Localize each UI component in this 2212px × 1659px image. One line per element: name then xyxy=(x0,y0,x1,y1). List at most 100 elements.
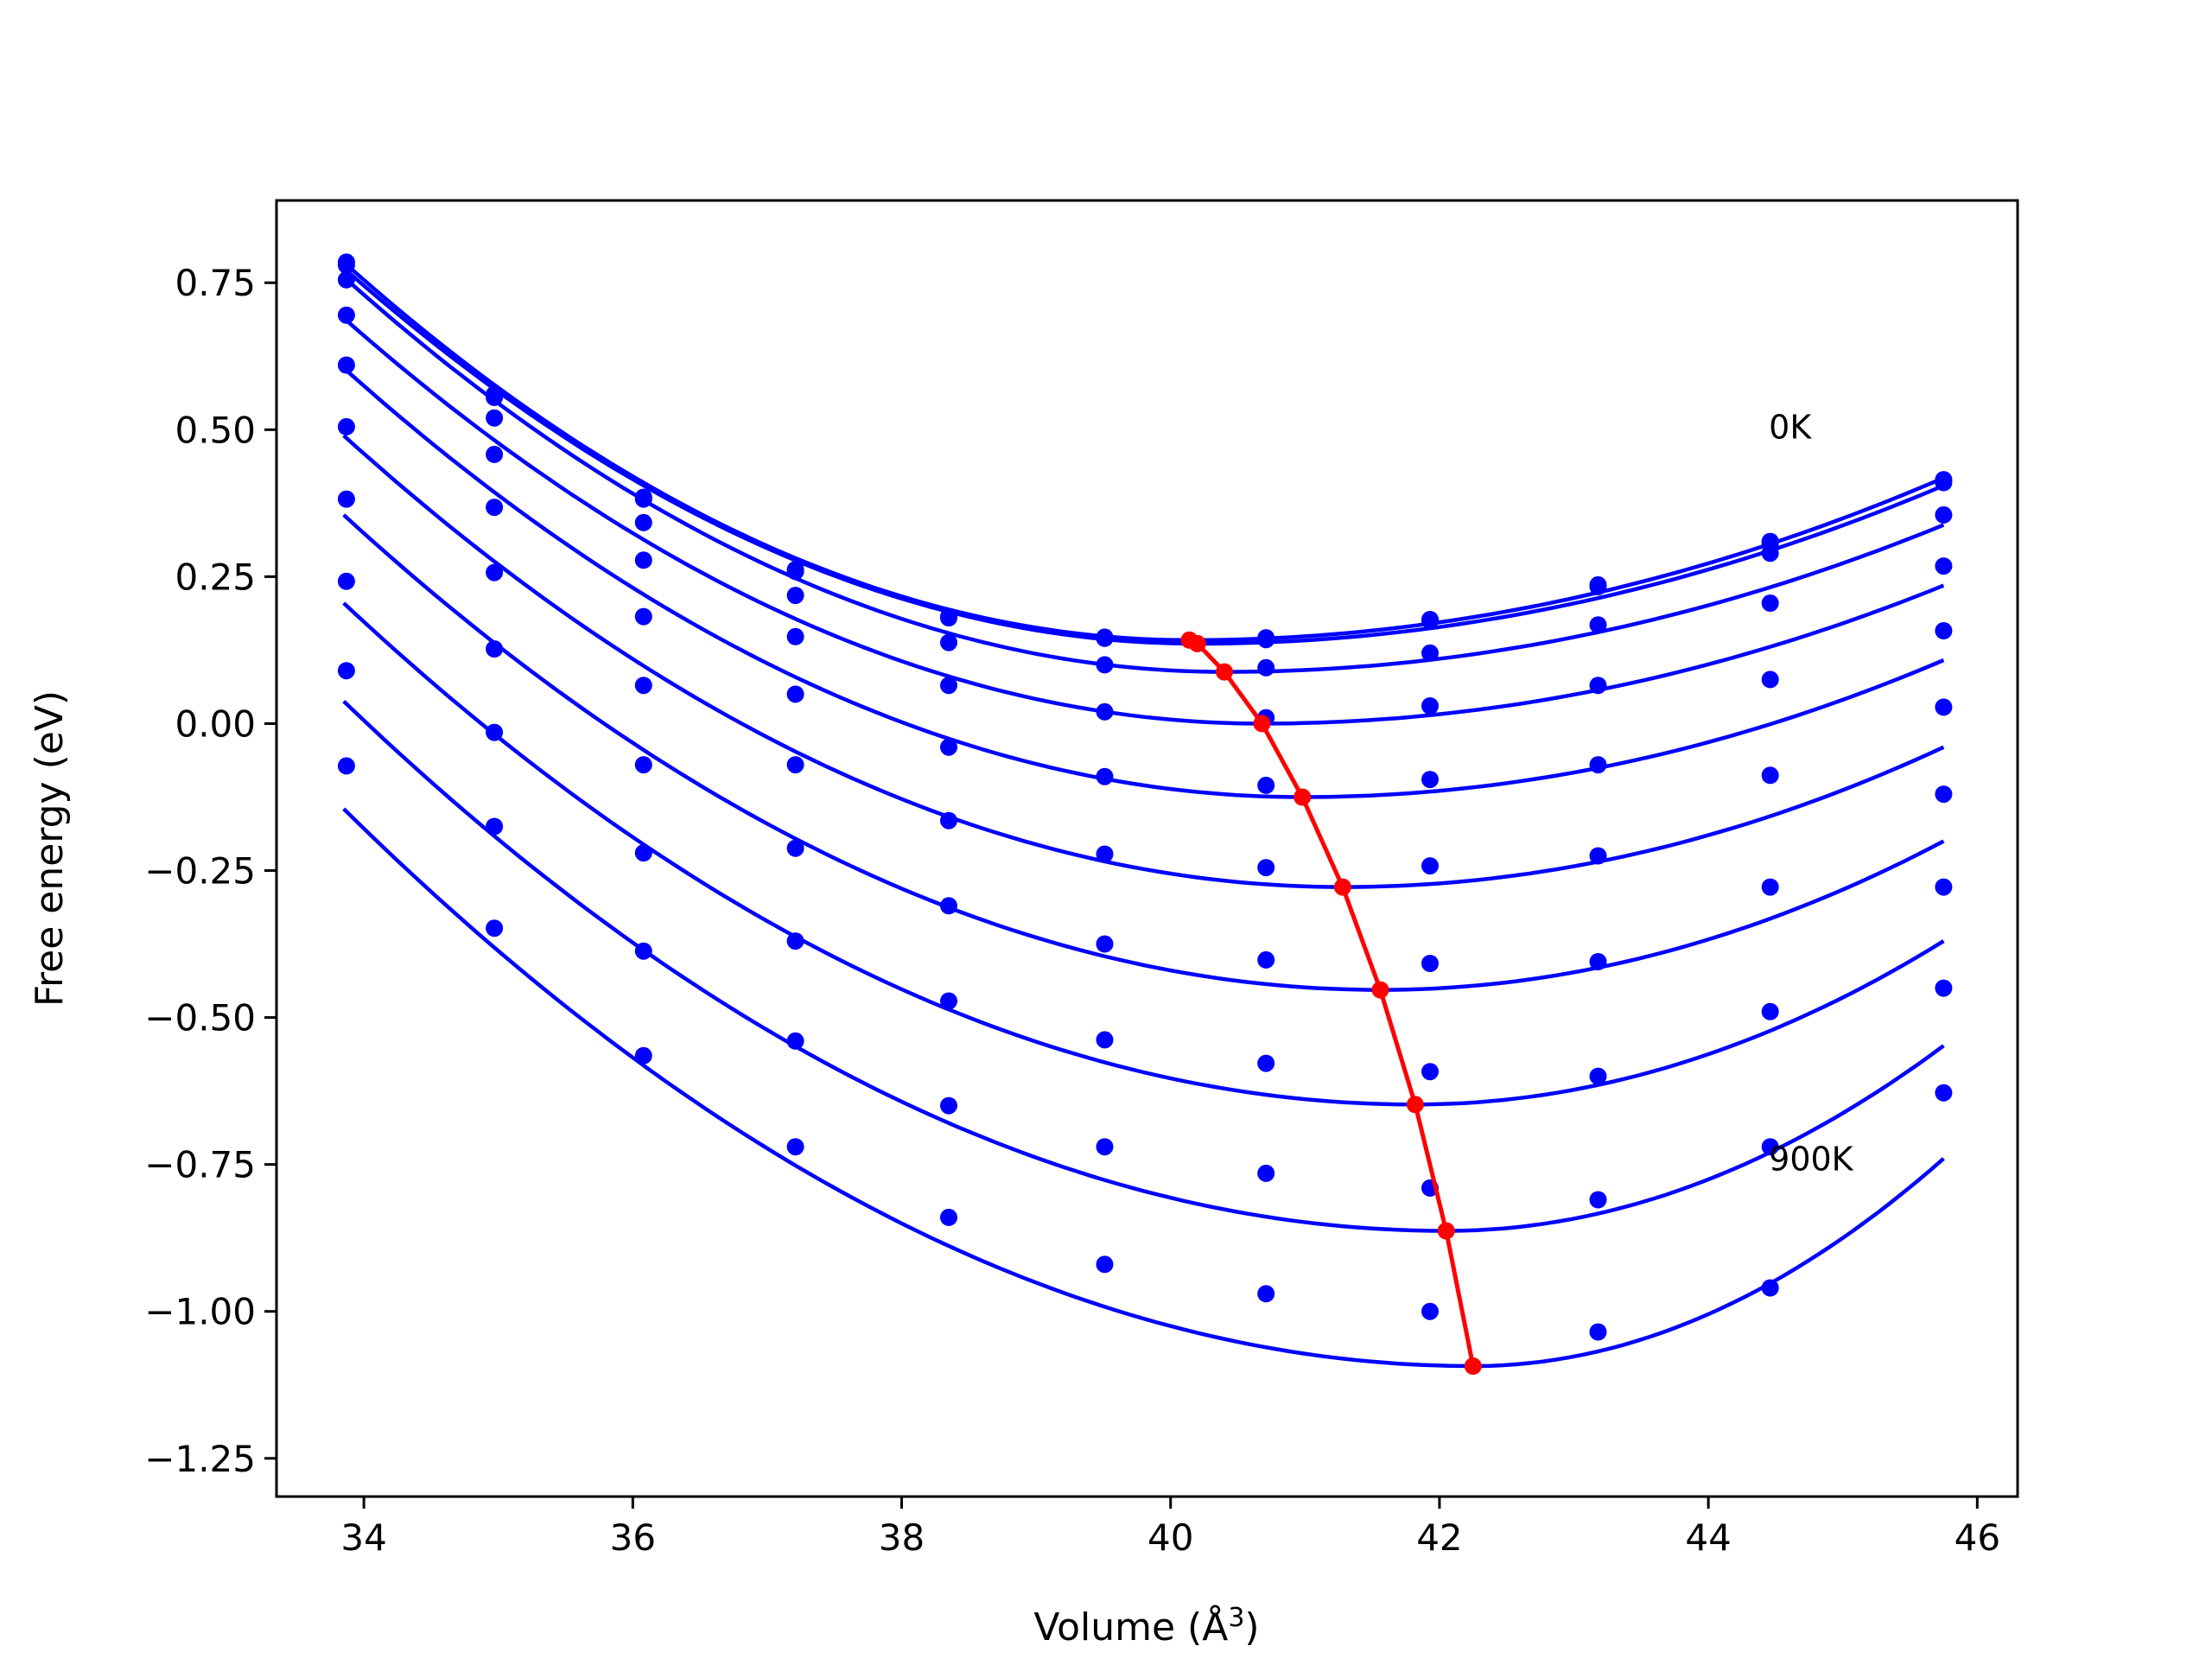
data-point xyxy=(1096,1255,1114,1274)
y-tick-label: 0.75 xyxy=(175,262,256,304)
data-point xyxy=(786,685,804,703)
data-point xyxy=(486,445,504,463)
data-point xyxy=(486,499,504,517)
data-point xyxy=(940,633,957,652)
x-tick-label: 42 xyxy=(1416,1516,1462,1559)
data-point xyxy=(1589,616,1607,634)
data-point xyxy=(634,551,652,569)
data-point xyxy=(1761,766,1779,785)
x-axis-ticks: 34 36 38 40 42 44 46 xyxy=(340,1497,2000,1559)
data-point xyxy=(486,723,504,741)
equilibrium-point xyxy=(1437,1222,1455,1240)
data-point xyxy=(634,513,652,531)
plot-area-frame xyxy=(275,199,2019,1498)
y-axis-ticks: 0.75 0.50 0.25 0.00 −0.25 −0.50 −0.75 −1.00 −1.2… xyxy=(144,262,276,1480)
data-point xyxy=(634,844,652,862)
data-point xyxy=(786,563,804,581)
data-point xyxy=(634,677,652,695)
data-point xyxy=(486,563,504,582)
data-point xyxy=(1589,577,1607,595)
data-point xyxy=(1096,845,1114,863)
y-axis-label: Free energy (eV) xyxy=(28,690,72,1007)
data-point xyxy=(486,919,504,938)
data-point xyxy=(1589,1323,1607,1341)
x-tick-label: 36 xyxy=(610,1516,656,1559)
data-point xyxy=(1761,671,1779,689)
data-points xyxy=(337,253,1953,1341)
data-point xyxy=(786,1138,804,1156)
x-tick-label: 34 xyxy=(340,1516,386,1559)
y-tick-label: 0.50 xyxy=(175,409,256,451)
data-point xyxy=(940,1096,957,1115)
equilibrium-point xyxy=(1294,788,1312,806)
equilibrium-point xyxy=(1188,634,1206,652)
fit-curve-2 xyxy=(342,266,1945,646)
data-point xyxy=(634,490,652,508)
data-point xyxy=(1257,950,1275,969)
data-point xyxy=(1257,776,1275,794)
fit-curve-9 xyxy=(342,699,1945,1233)
data-point xyxy=(940,811,957,830)
data-point xyxy=(337,662,355,680)
data-point xyxy=(1257,859,1275,877)
fit-curve-10 xyxy=(342,807,1945,1369)
data-point xyxy=(1421,644,1439,662)
data-point xyxy=(786,839,804,857)
equilibrium-point xyxy=(1464,1357,1482,1375)
data-point xyxy=(1421,857,1439,875)
data-point xyxy=(337,270,355,289)
temperature-annotation: 0K xyxy=(1769,409,1812,447)
fit-curve-3 xyxy=(342,275,1945,674)
data-point xyxy=(486,388,504,406)
data-point xyxy=(1935,979,1953,997)
data-point xyxy=(337,490,355,508)
y-tick-label: 0.25 xyxy=(175,556,256,598)
fit-curve-5 xyxy=(342,366,1945,799)
data-point xyxy=(786,756,804,774)
data-point xyxy=(337,757,355,775)
data-point xyxy=(1421,1302,1439,1320)
y-tick-label: −1.25 xyxy=(144,1438,256,1480)
data-point xyxy=(940,992,957,1010)
data-point xyxy=(1421,697,1439,715)
data-point xyxy=(1935,505,1953,524)
data-point xyxy=(1257,631,1275,649)
y-tick-label: −0.75 xyxy=(144,1144,256,1186)
data-point xyxy=(1257,1285,1275,1303)
data-point xyxy=(1589,1067,1607,1085)
data-point xyxy=(1421,771,1439,789)
data-point xyxy=(634,942,652,960)
data-point xyxy=(634,756,652,774)
data-point xyxy=(486,409,504,427)
fit-curve-8 xyxy=(342,601,1945,1107)
x-tick-label: 38 xyxy=(879,1516,925,1559)
data-point xyxy=(1096,1138,1114,1156)
y-tick-label: −0.25 xyxy=(144,850,256,893)
data-point xyxy=(940,677,957,695)
data-point xyxy=(337,356,355,374)
data-point xyxy=(1761,594,1779,612)
data-point xyxy=(1761,878,1779,896)
equilibrium-point xyxy=(1333,878,1351,896)
x-tick-label: 44 xyxy=(1685,1516,1731,1559)
data-point xyxy=(1761,1279,1779,1297)
equilibrium-point xyxy=(1216,663,1233,681)
data-point xyxy=(1421,1063,1439,1081)
data-point xyxy=(940,1208,957,1226)
equilibrium-point xyxy=(1253,715,1271,733)
data-point xyxy=(1096,767,1114,785)
data-point xyxy=(786,1032,804,1050)
x-axis-label: Volume (Å3) xyxy=(1033,1603,1259,1649)
data-point xyxy=(1589,756,1607,774)
data-point xyxy=(486,640,504,658)
data-point xyxy=(634,1046,652,1065)
data-point xyxy=(1589,677,1607,695)
x-tick-label: 40 xyxy=(1147,1516,1193,1559)
data-point xyxy=(1589,953,1607,970)
data-point xyxy=(1761,1138,1779,1156)
fit-curve-1 xyxy=(342,260,1945,643)
data-point xyxy=(786,587,804,605)
y-tick-label: 0.00 xyxy=(175,702,256,745)
data-point xyxy=(1257,1164,1275,1182)
